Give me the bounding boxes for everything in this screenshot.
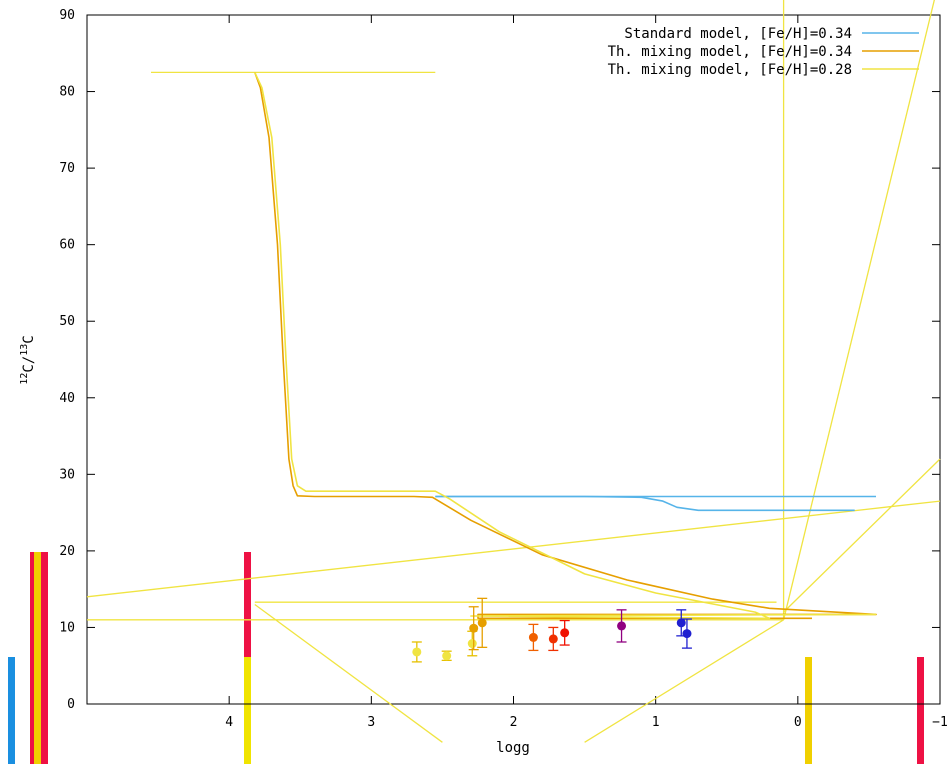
marker-bar [8,657,15,764]
data-point [617,621,627,631]
y-tick-label: 90 [59,8,75,23]
data-point [412,647,422,657]
x-tick-label: 0 [794,715,802,730]
y-tick-label: 40 [59,391,75,406]
plot-frame [86,14,941,705]
y-label-sup1: 12 [19,373,30,385]
x-axis-label: logg [496,740,530,756]
data-point [560,628,570,638]
marker-bar [244,657,251,764]
yellow-line [783,458,941,613]
yellow-line [254,603,443,743]
data-point [467,639,477,649]
observations [411,597,692,663]
marker-bar [917,657,924,764]
data-point [442,651,452,661]
marker-bar [805,657,812,764]
marker-bar [30,552,37,764]
plot-border [86,14,941,705]
data-point [469,623,479,633]
y-tick-label: 20 [59,544,75,559]
y-tick-label: 50 [59,314,75,329]
y-tick-label: 30 [59,467,75,482]
x-axis: 4 3 2 1 0 −1 [225,15,948,730]
y-tick-label: 70 [59,161,75,176]
legend-label: Th. mixing model, [Fe/H]=0.34 [608,44,852,60]
legend-label: Standard model, [Fe/H]=0.34 [624,26,852,42]
y-label-sup2: 13 [19,344,30,356]
y-tick-label: 80 [59,85,75,100]
data-point [548,634,558,644]
y-tick-label: 0 [67,697,75,712]
y-label-base1: C/ [21,356,37,373]
x-tick-label: 1 [652,715,660,730]
yellow-line [584,619,784,743]
x-tick-label: 3 [367,715,375,730]
data-point [528,632,538,642]
series-line [435,495,855,512]
y-tick-label: 10 [59,620,75,635]
model-lines [86,0,941,743]
y-axis: 0 10 20 30 40 50 60 70 80 90 [59,8,940,712]
marker-bars [8,552,924,764]
x-tick-label: 4 [225,715,233,730]
data-point [676,618,686,628]
y-label-base2: C [21,335,37,343]
data-point [477,618,487,628]
series-line [254,72,877,620]
marker-bar [41,552,48,764]
yellow-line [782,0,936,620]
y-tick-label: 60 [59,238,75,253]
legend: Standard model, [Fe/H]=0.34 Th. mixing mo… [608,26,919,78]
x-tick-label: 2 [510,715,518,730]
series-line [254,72,877,620]
yellow-line [86,500,941,598]
legend-label: Th. mixing model, [Fe/H]=0.28 [608,62,852,78]
marker-bar [34,552,41,764]
data-point [682,629,692,639]
y-axis-label: 12C/13C [19,335,37,384]
x-tick-label: −1 [932,715,948,730]
